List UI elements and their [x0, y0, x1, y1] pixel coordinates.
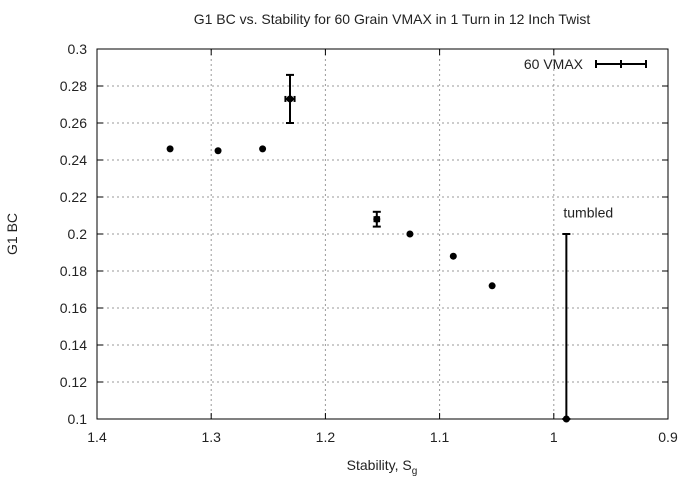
- data-marker: [214, 147, 222, 155]
- data-marker: [449, 252, 457, 260]
- x-tick-label: 1.1: [430, 429, 450, 445]
- grid-lines: [97, 49, 668, 419]
- x-tick-labels: 1.4 1.3 1.2 1.1 1 0.9: [87, 429, 678, 445]
- data-marker: [259, 145, 267, 153]
- y-axis-label: G1 BC: [4, 213, 20, 255]
- data-point: [488, 282, 496, 290]
- x-tick-label: 1.2: [316, 429, 336, 445]
- x-axis-label-subscript: g: [412, 466, 418, 477]
- data-point: [406, 230, 414, 238]
- x-axis-label-main: Stability, S: [347, 457, 412, 473]
- x-axis-label: Stability, Sg: [347, 457, 418, 477]
- chart-title: G1 BC vs. Stability for 60 Grain VMAX in…: [194, 11, 591, 27]
- y-tick-label: 0.24: [60, 152, 87, 168]
- data-marker: [286, 95, 294, 103]
- data-marker: [406, 230, 414, 238]
- data-point: [166, 145, 174, 153]
- legend-symbol: [595, 60, 647, 68]
- y-tick-label: 0.18: [60, 263, 87, 279]
- y-tick-label: 0.2: [68, 226, 88, 242]
- x-tick-label: 1: [550, 429, 558, 445]
- data-point: [449, 252, 457, 260]
- y-tick-label: 0.1: [68, 411, 88, 427]
- annotation-tumbled: tumbled: [563, 204, 613, 220]
- axis-ticks: [96, 48, 669, 420]
- x-tick-label: 1.4: [87, 429, 107, 445]
- data-points: [166, 73, 571, 423]
- y-tick-labels: 0.1 0.12 0.14 0.16 0.18 0.2 0.22 0.24 0.26 0.28 0.…: [60, 41, 87, 427]
- data-marker: [373, 215, 381, 223]
- y-tick-label: 0.16: [60, 300, 87, 316]
- legend: 60 VMAX: [524, 56, 647, 72]
- data-point: [214, 147, 222, 155]
- y-tick-label: 0.3: [68, 41, 88, 57]
- data-point: [562, 233, 571, 423]
- y-tick-label: 0.22: [60, 189, 87, 205]
- data-point: [284, 73, 296, 124]
- x-tick-label: 0.9: [658, 429, 678, 445]
- data-point: [259, 145, 267, 153]
- y-tick-label: 0.14: [60, 337, 87, 353]
- y-tick-label: 0.12: [60, 374, 87, 390]
- legend-label: 60 VMAX: [524, 56, 584, 72]
- data-marker: [166, 145, 174, 153]
- data-point: [372, 210, 381, 228]
- data-marker: [488, 282, 496, 290]
- data-marker: [562, 415, 570, 423]
- y-tick-label: 0.28: [60, 78, 87, 94]
- y-tick-label: 0.26: [60, 115, 87, 131]
- x-tick-label: 1.3: [201, 429, 221, 445]
